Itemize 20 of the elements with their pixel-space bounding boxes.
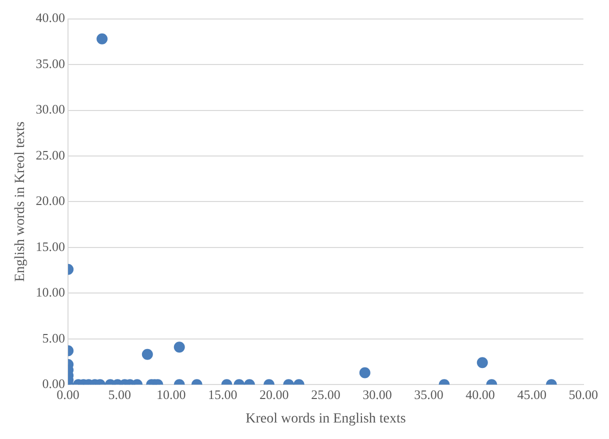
x-tick-label: 50.00 [568,386,598,402]
y-tick-label: 5.00 [42,330,66,346]
y-tick-label: 40.00 [36,10,66,26]
y-tick-label: 10.00 [36,284,66,300]
x-tick-label: 40.00 [466,386,495,402]
y-tick-label: 30.00 [36,102,66,117]
x-tick-label: 25.00 [311,386,340,402]
y-tick-label: 20.00 [36,193,66,208]
x-tick-label: 10.00 [156,386,186,402]
y-tick-label: 25.00 [36,147,66,162]
x-tick-label: 20.00 [260,386,289,402]
y-tick-label: 15.00 [36,238,66,254]
x-tick-label: 15.00 [208,386,238,402]
x-tick-label: 45.00 [517,386,546,402]
x-axis-title: Kreol words in English texts [246,411,406,426]
x-tick-label: 35.00 [414,386,444,402]
y-tick-label: 35.00 [36,56,66,71]
x-tick-label: 30.00 [362,386,392,402]
x-tick-label: 5.00 [108,386,131,402]
y-axis-title: English words in Kreol texts [13,122,28,282]
